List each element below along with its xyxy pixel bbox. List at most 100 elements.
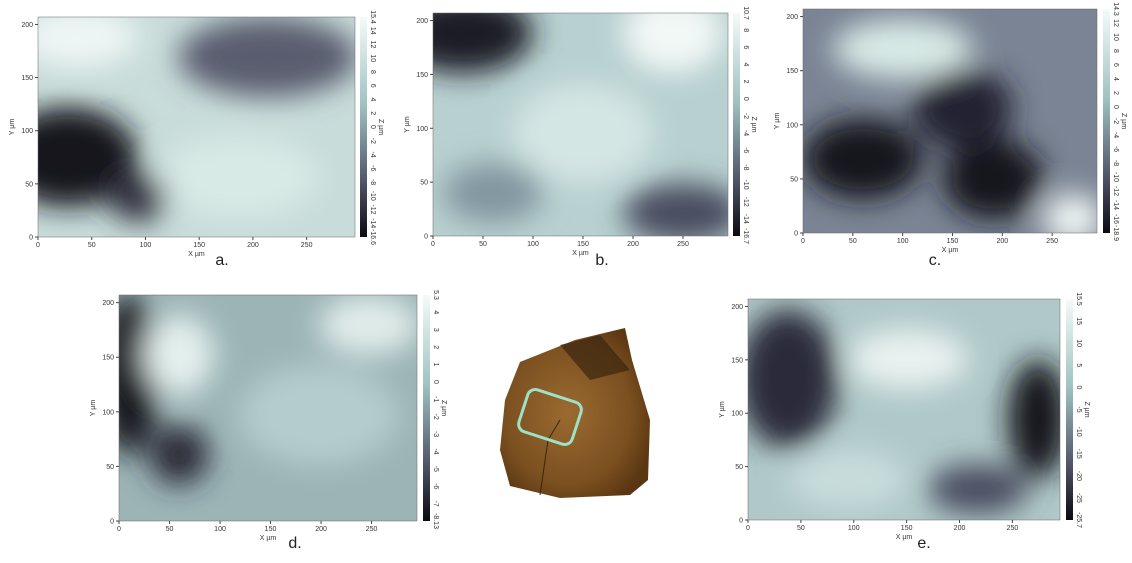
panel-caption: a. xyxy=(215,252,228,269)
colorbar-tick-label: 6 xyxy=(369,84,376,88)
x-tick-label: 150 xyxy=(901,525,913,532)
x-tick-label: 100 xyxy=(214,526,226,533)
x-axis-label: X µm xyxy=(572,250,589,257)
x-tick-label: 250 xyxy=(301,242,313,249)
colorbar-tick-label: -18.9 xyxy=(1112,225,1119,241)
colorbar-tick-label: -14 xyxy=(369,218,376,228)
colorbar-tick-label: -6 xyxy=(432,483,439,489)
heatmap-features xyxy=(119,295,417,485)
colorbar-tick-label: 8 xyxy=(742,28,749,32)
heatmap-feature xyxy=(319,295,417,355)
colorbar-tick-label: 5.3 xyxy=(432,290,439,300)
colorbar-tick-label: -4 xyxy=(1112,132,1119,138)
colorbar-tick-label: -14 xyxy=(742,214,749,224)
y-tick-label: 150 xyxy=(416,72,428,79)
colorbar-tick-label: -10 xyxy=(1075,427,1082,437)
colorbar-tick-label: 8 xyxy=(369,70,376,74)
x-axis-label: X µm xyxy=(942,247,959,254)
y-axis-label: Y µm xyxy=(404,116,411,133)
heatmap-feature xyxy=(239,365,399,465)
colorbar-tick-label: 4 xyxy=(432,310,439,314)
colorbar-tick-label: -16 xyxy=(1112,214,1119,224)
colorbar-tick-label: 3 xyxy=(432,328,439,332)
colorbar-tick-label: 12 xyxy=(369,41,376,49)
y-tick-label: 0 xyxy=(739,518,743,525)
colorbar-tick-label: 0 xyxy=(1112,105,1119,109)
colorbar-tick-label: -25.7 xyxy=(1075,512,1082,528)
colorbar-tick-label: 10 xyxy=(369,54,376,62)
colorbar xyxy=(733,13,740,236)
colorbar-tick-label: -16.6 xyxy=(369,229,376,245)
colorbar-tick-label: -10 xyxy=(369,191,376,201)
colorbar-tick-label: -2 xyxy=(1112,118,1119,124)
y-tick-label: 0 xyxy=(424,234,428,241)
y-tick-label: 150 xyxy=(731,357,743,364)
colorbar-label: Z µm xyxy=(440,400,447,416)
x-tick-label: 0 xyxy=(36,242,40,249)
panel-caption: e. xyxy=(917,535,930,552)
x-tick-label: 250 xyxy=(1007,525,1019,532)
colorbar-tick-label: -5 xyxy=(432,466,439,472)
colorbar-tick-label: 0 xyxy=(369,125,376,129)
plot-frame xyxy=(118,294,418,522)
colorbar-tick-label: -12 xyxy=(1112,186,1119,196)
x-tick-label: 50 xyxy=(849,238,857,245)
colorbar-tick-label: 4 xyxy=(742,63,749,67)
heatmap-feature xyxy=(433,13,533,73)
colorbar-tick-label: -6 xyxy=(1112,146,1119,152)
x-tick-label: 250 xyxy=(677,241,689,248)
colorbar xyxy=(423,295,430,521)
y-tick-label: 200 xyxy=(731,304,743,311)
x-tick-label: 200 xyxy=(996,238,1008,245)
colorbar-tick-label: 15.5 xyxy=(1075,292,1082,306)
heatmap-feature xyxy=(788,449,908,509)
y-tick-label: 50 xyxy=(420,180,428,187)
y-tick-label: 50 xyxy=(106,464,114,471)
colorbar-tick-label: 15.4 xyxy=(369,10,376,24)
colorbar-tick-label: 14.3 xyxy=(1112,2,1119,16)
x-tick-label: 100 xyxy=(848,525,860,532)
y-tick-label: 100 xyxy=(786,122,798,129)
colorbar-tick-label: -6 xyxy=(742,147,749,153)
colorbar-tick-label: -4 xyxy=(742,130,749,136)
heatmap-feature xyxy=(38,107,138,207)
x-tick-label: 50 xyxy=(479,241,487,248)
heatmap-feature xyxy=(1043,194,1097,233)
colorbar-tick-label: -20 xyxy=(1075,471,1082,481)
colorbar-tick-label: -7 xyxy=(432,500,439,506)
colorbar-tick-label: 1 xyxy=(432,363,439,367)
colorbar-tick-label: -2 xyxy=(742,113,749,119)
panel-caption: b. xyxy=(595,252,608,269)
colorbar-tick-label: -10 xyxy=(742,179,749,189)
heatmap-feature xyxy=(443,163,543,223)
colorbar-tick-label: 10 xyxy=(1112,33,1119,41)
heatmap xyxy=(803,9,1097,233)
heatmap-feature xyxy=(623,13,723,73)
x-tick-label: 100 xyxy=(527,241,539,248)
colorbar-tick-label: -8 xyxy=(742,164,749,170)
colorbar-tick-label: -2 xyxy=(432,414,439,420)
colorbar-tick-label: -8 xyxy=(369,179,376,185)
colorbar-label: Z µm xyxy=(1083,401,1090,417)
y-tick-label: 0 xyxy=(794,231,798,238)
colorbar-tick-label: -25 xyxy=(1075,493,1082,503)
colorbar-tick-label: 2 xyxy=(432,345,439,349)
x-tick-label: 0 xyxy=(801,238,805,245)
colorbar-tick-label: 0 xyxy=(432,380,439,384)
heatmap-feature xyxy=(108,172,168,222)
y-tick-label: 150 xyxy=(102,355,114,362)
colorbar-tick-label: -14 xyxy=(1112,200,1119,210)
heatmap-feature xyxy=(178,17,355,97)
x-tick-label: 50 xyxy=(797,525,805,532)
colorbar xyxy=(1103,9,1110,233)
colorbar-tick-label: 14 xyxy=(369,27,376,35)
x-tick-label: 50 xyxy=(88,242,96,249)
heatmap-feature xyxy=(38,17,138,67)
heatmap-feature xyxy=(833,19,973,79)
y-tick-label: 200 xyxy=(21,22,33,29)
colorbar-tick-label: -3 xyxy=(432,431,439,437)
colorbar-tick-label: -4 xyxy=(369,151,376,157)
colorbar-tick-label: -16.7 xyxy=(742,228,749,244)
y-tick-label: 150 xyxy=(786,68,798,75)
